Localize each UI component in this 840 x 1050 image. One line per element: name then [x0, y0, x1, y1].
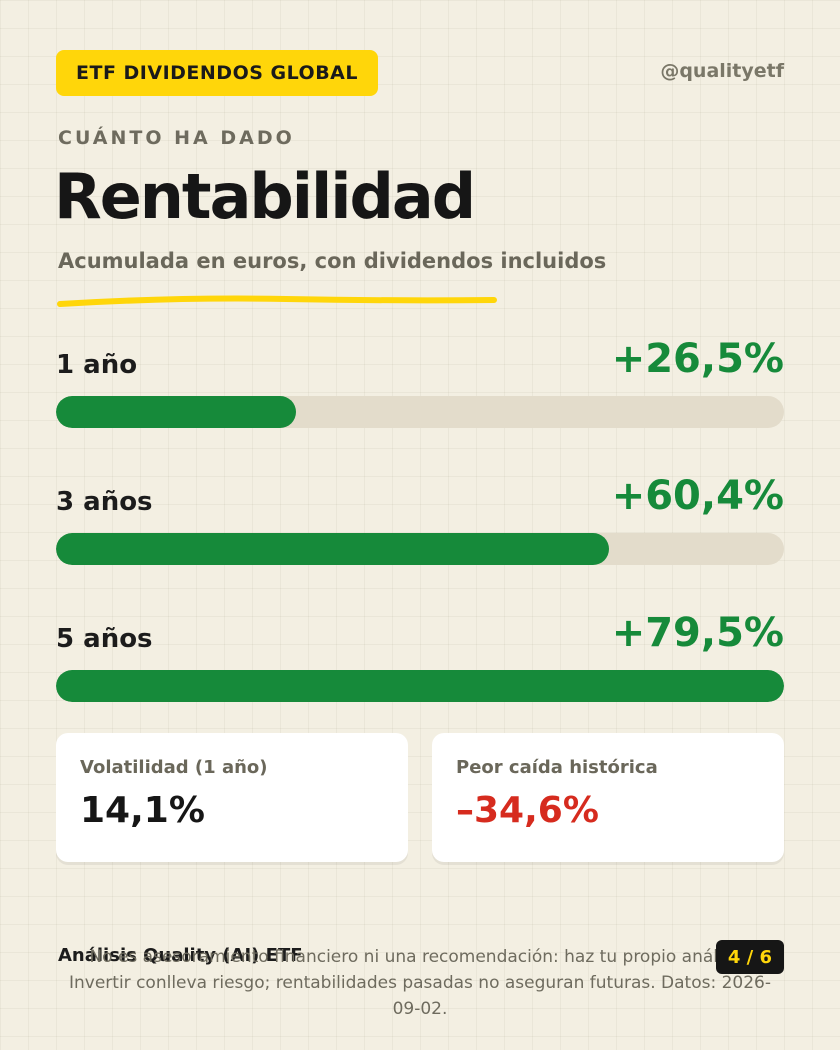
card-label: Volatilidad (1 año) — [80, 757, 268, 778]
return-value: +26,5% — [611, 336, 784, 382]
return-row-1y: 1 año +26,5% — [56, 318, 784, 428]
page-title: Rentabilidad — [54, 160, 476, 233]
disclaimer-text: No es asesoramiento financiero ni una re… — [69, 947, 771, 1019]
progress-fill — [56, 396, 297, 428]
return-row-3y: 3 años +60,4% — [56, 455, 784, 565]
page-subtitle: Acumulada en euros, con dividendos inclu… — [58, 249, 607, 273]
return-label: 3 años — [56, 487, 153, 517]
progress-fill — [56, 670, 784, 702]
progress-track — [56, 396, 784, 428]
page-indicator: 4 / 6 — [715, 940, 784, 974]
return-row-5y: 5 años +79,5% — [56, 592, 784, 702]
card-value: 14,1% — [80, 790, 205, 831]
max-drawdown-card: Peor caída histórica –34,6% — [432, 733, 784, 862]
volatility-card: Volatilidad (1 año) 14,1% — [56, 733, 408, 862]
footer-brand: Análisis Quality (AI) ETF — [58, 945, 303, 966]
topic-tag: ETF DIVIDENDOS GLOBAL — [56, 50, 378, 96]
card-value: –34,6% — [456, 790, 599, 831]
return-value: +79,5% — [611, 610, 784, 656]
account-handle: @qualityetf — [660, 60, 784, 82]
return-label: 5 años — [56, 624, 153, 654]
return-label: 1 año — [56, 350, 138, 380]
card-label: Peor caída histórica — [456, 757, 658, 778]
progress-track — [56, 533, 784, 565]
eyebrow-label: CUÁNTO HA DADO — [58, 127, 295, 149]
progress-fill — [56, 533, 610, 565]
progress-track — [56, 670, 784, 702]
return-value: +60,4% — [611, 473, 784, 519]
highlight-underline — [57, 295, 497, 307]
